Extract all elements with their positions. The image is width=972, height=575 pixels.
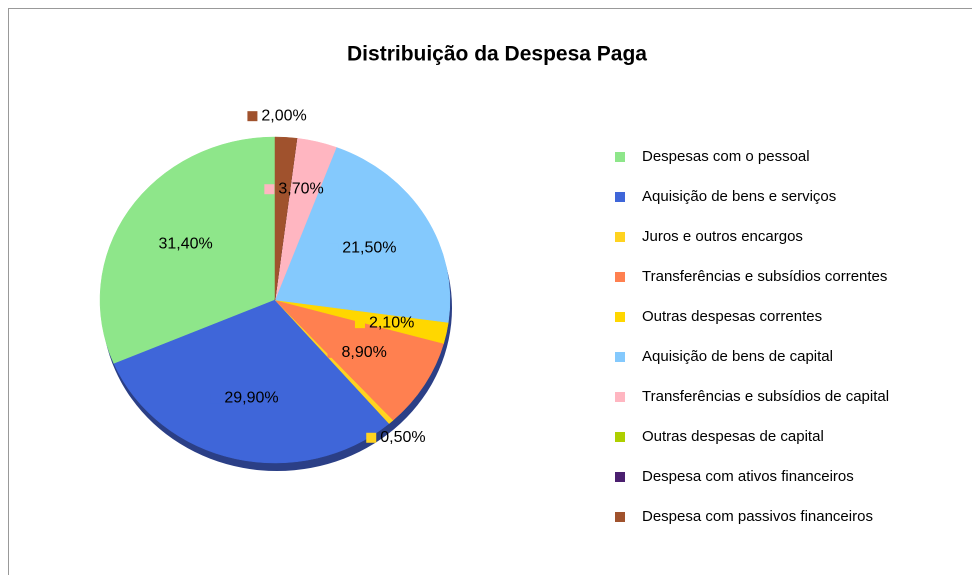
- data-label-marker: [247, 111, 258, 122]
- data-label-marker: [328, 243, 339, 254]
- data-label-marker: [327, 347, 338, 358]
- data-label: 2,10%: [369, 314, 414, 331]
- legend-label: Aquisição de bens de capital: [642, 348, 833, 365]
- legend-swatch: [615, 272, 625, 282]
- legend-label: Despesa com ativos financeiros: [642, 468, 854, 485]
- data-label: 2,00%: [261, 107, 306, 124]
- legend-label: Transferências e subsídios correntes: [642, 268, 887, 285]
- legend-swatch: [615, 392, 625, 402]
- pie-slice: [113, 299, 390, 464]
- data-label: 31,40%: [159, 235, 213, 252]
- legend-label: Despesa com passivos financeiros: [642, 508, 873, 525]
- pie-slice: [274, 136, 298, 301]
- legend-label: Outras despesas correntes: [642, 308, 822, 325]
- legend-label: Despesas com o pessoal: [642, 148, 810, 165]
- legend-swatch: [615, 192, 625, 202]
- data-label: 8,90%: [342, 344, 387, 361]
- data-label: 21,50%: [342, 240, 396, 257]
- data-label-marker: [366, 432, 377, 443]
- data-label: 29,90%: [224, 390, 278, 407]
- data-label-marker: [354, 318, 365, 329]
- legend-label: Transferências e subsídios de capital: [642, 388, 889, 405]
- pie-slice: [99, 136, 276, 365]
- legend-label: Aquisição de bens e serviços: [642, 188, 836, 205]
- legend-label: Juros e outros encargos: [642, 228, 803, 245]
- pie-slice: [274, 147, 451, 323]
- data-label: 3,70%: [278, 180, 323, 197]
- legend-swatch: [615, 232, 625, 242]
- chart-title: Distribuição da Despesa Paga: [347, 43, 647, 66]
- data-label: 0,50%: [380, 429, 425, 446]
- legend-label: Outras despesas de capital: [642, 428, 824, 445]
- legend-swatch: [615, 152, 625, 162]
- pie-slice: [274, 299, 444, 421]
- data-label-marker: [210, 393, 221, 404]
- legend-swatch: [615, 312, 625, 322]
- legend-swatch: [615, 352, 625, 362]
- data-label-marker: [264, 184, 275, 195]
- legend-swatch: [615, 512, 625, 522]
- legend-swatch: [615, 432, 625, 442]
- legend-swatch: [615, 472, 625, 482]
- data-label-marker: [144, 239, 155, 250]
